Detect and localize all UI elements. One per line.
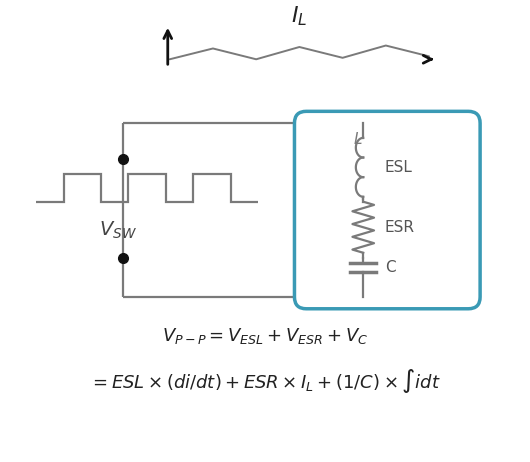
Text: $L$: $L$ xyxy=(352,131,362,147)
FancyBboxPatch shape xyxy=(295,111,480,309)
Text: ESL: ESL xyxy=(385,160,413,175)
Text: C: C xyxy=(385,260,395,275)
Text: ESR: ESR xyxy=(385,220,415,235)
Text: $V_{P-P} = V_{ESL} + V_{ESR} + V_C$: $V_{P-P} = V_{ESL} + V_{ESR} + V_C$ xyxy=(162,326,368,346)
Text: $= ESL \times (di/dt) + ESR \times I_L + (1/C) \times \int idt$: $= ESL \times (di/dt) + ESR \times I_L +… xyxy=(89,367,441,395)
Text: $I_L$: $I_L$ xyxy=(292,4,307,28)
Text: $V_{SW}$: $V_{SW}$ xyxy=(99,219,137,241)
